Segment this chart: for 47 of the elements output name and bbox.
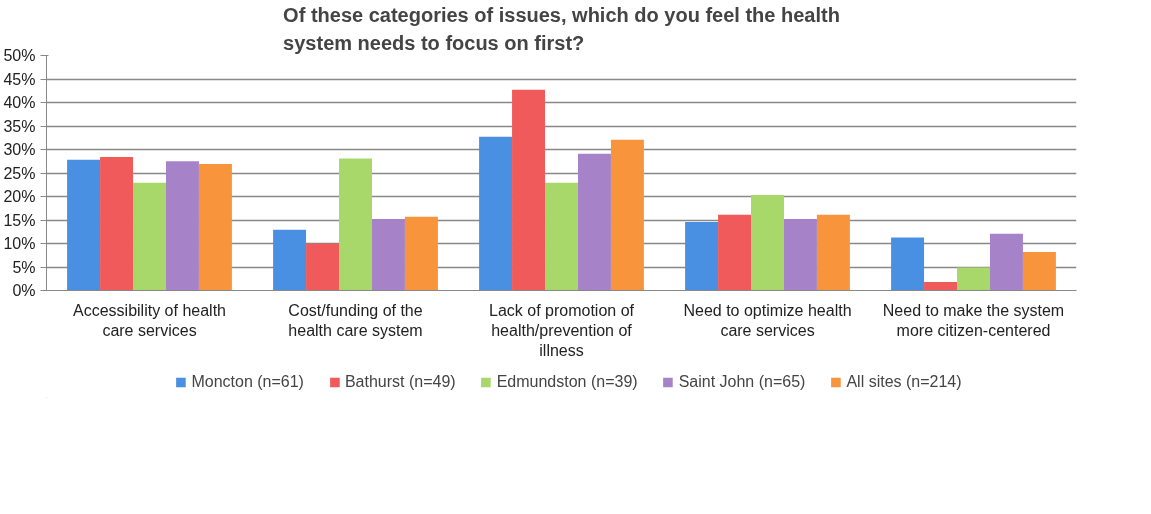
y-tick-label: 15% bbox=[3, 211, 36, 229]
y-tick-label: 0% bbox=[12, 282, 36, 299]
bar bbox=[610, 139, 644, 291]
y-tick-label: 30% bbox=[3, 141, 36, 158]
bar bbox=[198, 164, 232, 291]
bar bbox=[577, 153, 611, 291]
bar bbox=[751, 195, 784, 291]
bar bbox=[957, 267, 990, 291]
y-tick-label: 50% bbox=[3, 47, 36, 64]
y-tick-label: 5% bbox=[12, 258, 36, 276]
chart-title: Of these categories of issues, which do you feel the health system needs to focus on first? bbox=[283, 3, 840, 55]
legend-label: Moncton (n=61) bbox=[191, 373, 304, 391]
bar bbox=[685, 221, 719, 291]
bar bbox=[1022, 251, 1056, 291]
legend-label: Saint John (n=65) bbox=[678, 373, 806, 391]
bar bbox=[816, 214, 850, 291]
bar bbox=[165, 161, 199, 291]
bar bbox=[273, 229, 307, 291]
bar bbox=[891, 237, 925, 291]
legend-label: All sites (n=214) bbox=[846, 373, 962, 391]
bar bbox=[371, 219, 405, 291]
x-tick-label: Accessibility of health care services bbox=[73, 301, 226, 339]
x-tick-label: Need to make the system more citizen-centered bbox=[882, 301, 1065, 339]
bar bbox=[718, 214, 752, 291]
bar bbox=[306, 243, 340, 291]
y-tick-label: 10% bbox=[3, 235, 36, 252]
y-tick-label: 25% bbox=[3, 164, 36, 182]
bar bbox=[512, 89, 546, 291]
y-tick-label: 40% bbox=[3, 94, 36, 111]
legend-label: Edmundston (n=39) bbox=[496, 373, 638, 391]
y-tick-label: 35% bbox=[3, 117, 36, 135]
bar bbox=[989, 233, 1023, 291]
bar bbox=[924, 282, 958, 291]
bar bbox=[67, 159, 101, 291]
bar bbox=[339, 158, 372, 291]
y-tick-label: 45% bbox=[3, 70, 36, 88]
bar bbox=[100, 157, 134, 291]
legend-label: Bathurst (n=49) bbox=[344, 373, 456, 391]
bar bbox=[479, 136, 513, 291]
x-tick-label: Need to optimize health care services bbox=[683, 301, 852, 339]
bar bbox=[783, 219, 817, 291]
bar bbox=[404, 216, 438, 291]
y-tick-label: 20% bbox=[3, 188, 36, 205]
x-tick-label: Cost/funding of the health care system bbox=[288, 301, 423, 339]
bar bbox=[133, 182, 166, 291]
x-tick-label: Lack of promotion of health/prevention of illness bbox=[489, 301, 635, 360]
bar bbox=[545, 182, 578, 291]
